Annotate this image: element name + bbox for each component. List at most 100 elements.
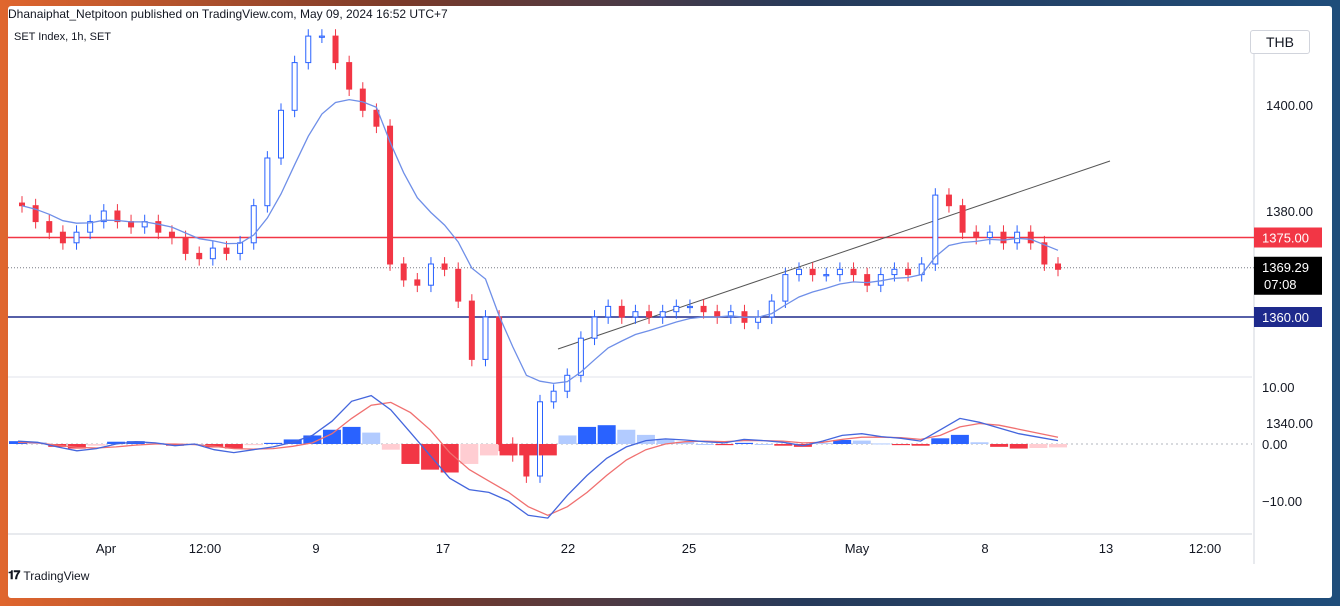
macd-histogram-bar	[342, 426, 361, 444]
macd-histogram-bar	[244, 444, 263, 446]
level-label-box	[1254, 227, 1322, 248]
candle-body	[605, 305, 612, 318]
candle-body	[537, 401, 543, 477]
candle-body	[250, 205, 257, 244]
price-tick-label: 1380.00	[1266, 204, 1313, 219]
macd-histogram-bar	[695, 444, 714, 445]
macd-histogram-bar	[833, 440, 852, 444]
macd-histogram-bar	[1009, 444, 1028, 449]
time-tick-label: Apr	[96, 541, 117, 556]
candle-body	[891, 268, 898, 276]
candle-body	[264, 157, 271, 207]
level-label: 1360.00	[1262, 310, 1309, 325]
moving-average	[21, 98, 1059, 385]
time-tick-label: 9	[312, 541, 319, 556]
candle-body	[727, 311, 734, 318]
candle-body	[46, 221, 53, 233]
macd-pane	[9, 394, 1067, 519]
macd-histogram-bar	[950, 434, 969, 444]
macd-histogram-bar	[813, 442, 832, 444]
ma-line	[21, 98, 1059, 385]
candle-body	[796, 268, 802, 276]
candle-body	[196, 252, 203, 260]
macd-histogram-bar	[715, 444, 734, 446]
candle-body	[523, 454, 530, 477]
macd-histogram-bar	[656, 438, 675, 444]
candle-body	[945, 194, 952, 207]
macd-histogram-bar	[970, 442, 989, 444]
macd-histogram-bar	[224, 444, 243, 449]
time-tick-label: 12:00	[1189, 541, 1222, 556]
macd-histogram-bar	[165, 444, 184, 446]
candle-body	[618, 305, 625, 318]
candle-body	[318, 35, 325, 38]
candle-body	[864, 274, 871, 286]
macd-histogram-bar	[754, 444, 773, 445]
candle-body	[155, 221, 162, 233]
candle-body	[973, 231, 980, 238]
candle-body	[182, 237, 189, 254]
macd-histogram-bar	[381, 444, 400, 450]
candle-body	[809, 268, 816, 276]
candle-body	[87, 221, 94, 233]
time-tick-label: 12:00	[189, 541, 222, 556]
candle-body	[73, 231, 80, 244]
macd-histogram-bar	[303, 435, 322, 444]
candle-body	[332, 35, 339, 64]
trendline[interactable]	[557, 160, 1111, 350]
candle-body	[577, 337, 584, 376]
candle-body	[427, 263, 434, 286]
candle-body	[632, 311, 639, 318]
candle-body	[32, 205, 39, 223]
time-tick-label: 17	[436, 541, 450, 556]
macd-histogram-bar	[87, 444, 106, 446]
candle-body	[59, 231, 66, 244]
time-tick-label: 25	[682, 541, 696, 556]
macd-histogram-bar	[636, 434, 655, 444]
macd-histogram-bar	[676, 441, 695, 444]
macd-histogram-bar	[1029, 444, 1048, 448]
axes[interactable]: 1340.00 1380.00 1400.00 10.00 0.00 −10.00 Apr 1…	[96, 98, 1313, 556]
macd-histogram-bar	[519, 444, 538, 456]
last-price-label: 1369.29	[1262, 260, 1309, 275]
currency-button[interactable]: THB	[1250, 30, 1310, 54]
macd-histogram-bar	[440, 444, 459, 473]
candle-body	[768, 300, 775, 318]
horizontal-levels[interactable]: 1375.00 1360.00 1369.29 07:08	[8, 227, 1322, 328]
candle-body	[686, 305, 693, 309]
macd-tick-label: −10.00	[1262, 494, 1302, 509]
macd-histogram-bar	[892, 444, 911, 446]
candle-body	[291, 62, 298, 111]
candle-body	[959, 205, 966, 233]
macd-histogram-bar	[852, 440, 871, 444]
candle-body	[114, 210, 121, 223]
footer-brand[interactable]: 𝟏𝟕 TradingView	[8, 568, 89, 583]
macd-histogram-bar	[264, 442, 283, 444]
macd-tick-label: 0.00	[1262, 437, 1287, 452]
candle-body	[305, 35, 312, 64]
macd-histogram-bar	[735, 442, 754, 444]
candle-body	[1055, 263, 1061, 270]
grid-lines	[8, 30, 1255, 564]
candle-body	[237, 242, 244, 254]
chart-card	[8, 6, 1332, 598]
candle-body	[550, 390, 557, 403]
candle-body	[1027, 231, 1034, 244]
time-tick-label: 13	[1099, 541, 1113, 556]
symbol-legend[interactable]: SET Index, 1h, SET	[14, 31, 112, 43]
tradingview-logo-icon: 𝟏𝟕	[8, 568, 20, 582]
macd-histogram-bar	[401, 444, 420, 464]
macd-histogram-bar	[322, 429, 341, 444]
candle-body	[986, 231, 993, 238]
candle-body	[359, 88, 366, 111]
level-label: 1375.00	[1262, 231, 1309, 246]
countdown-label: 07:08	[1264, 277, 1297, 292]
macd-histogram-bar	[911, 444, 930, 446]
candle-body	[278, 109, 284, 159]
candle-body	[700, 305, 707, 313]
candle-body	[496, 316, 503, 445]
macd-histogram-bar	[990, 444, 1009, 447]
macd-tick-label: 10.00	[1262, 380, 1295, 395]
candle-body	[168, 231, 175, 238]
